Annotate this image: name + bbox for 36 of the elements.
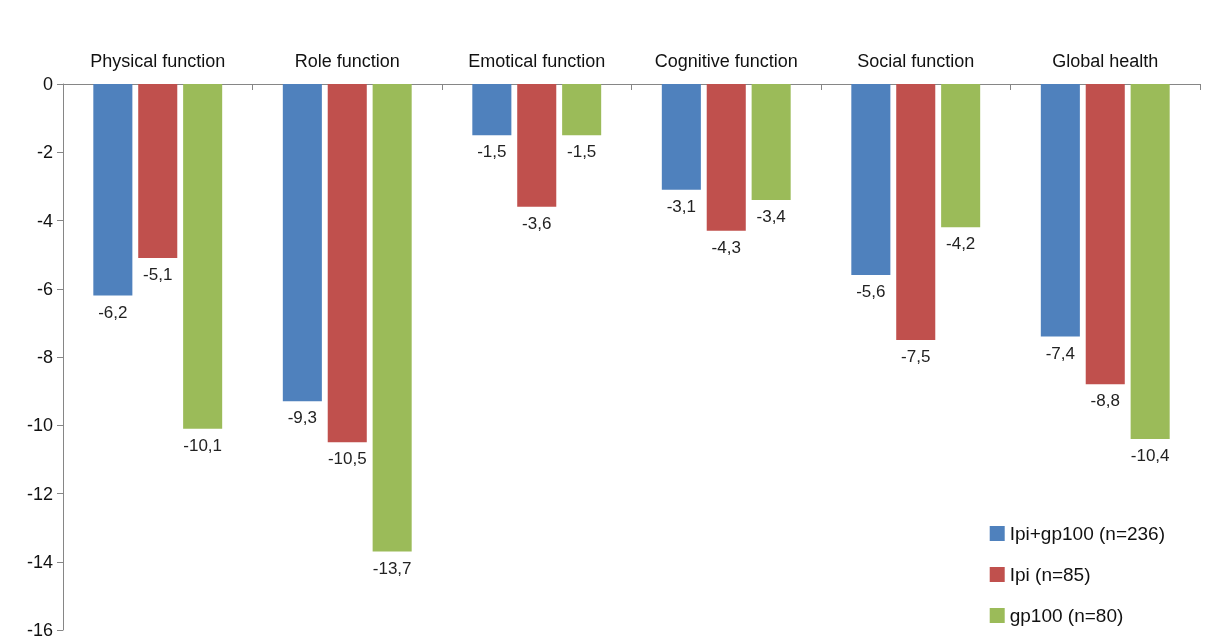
legend-label: gp100 (n=80) (1009, 605, 1124, 626)
data-label: -10,4 (1130, 445, 1170, 465)
data-label: -10,1 (183, 435, 223, 455)
y-tick-label: 0 (42, 74, 53, 94)
y-tick-label: -4 (36, 210, 53, 231)
x-tick-label: Role function (294, 51, 400, 71)
x-tick-label: Social function (857, 51, 975, 71)
x-tick-label: Emotical function (468, 51, 606, 71)
y-tick-label: -14 (26, 551, 53, 572)
x-tick-label: Global health (1052, 51, 1159, 71)
data-label: -10,5 (327, 449, 367, 469)
x-tick-label: Cognitive function (654, 51, 798, 71)
legend-label: Ipi (n=85) (1009, 564, 1091, 585)
data-label: -13,7 (372, 558, 412, 578)
data-label: -5,6 (856, 282, 886, 302)
data-label: -8,8 (1090, 391, 1120, 411)
y-tick-label: -10 (26, 415, 53, 436)
data-label: -4,2 (946, 234, 976, 254)
y-tick-label: -2 (36, 142, 53, 163)
data-label: -3,4 (756, 207, 786, 227)
data-label: -5,1 (143, 265, 173, 285)
data-label: -1,5 (477, 142, 507, 162)
y-tick-label: -12 (26, 483, 53, 504)
data-label: -6,2 (98, 302, 128, 322)
data-label: -7,4 (1045, 343, 1075, 363)
data-label: -4,3 (711, 237, 741, 257)
data-label: -9,3 (287, 408, 317, 428)
y-tick-label: -16 (26, 620, 53, 640)
x-tick-label: Physical function (90, 51, 226, 71)
data-label: -3,6 (522, 213, 552, 233)
data-label: -3,1 (666, 196, 696, 216)
data-label: -7,5 (901, 346, 931, 366)
legend-label: Ipi+gp100 (n=236) (1009, 523, 1165, 544)
data-label: -1,5 (567, 142, 597, 162)
y-tick-label: -6 (36, 278, 53, 299)
y-tick-label: -8 (36, 347, 53, 367)
